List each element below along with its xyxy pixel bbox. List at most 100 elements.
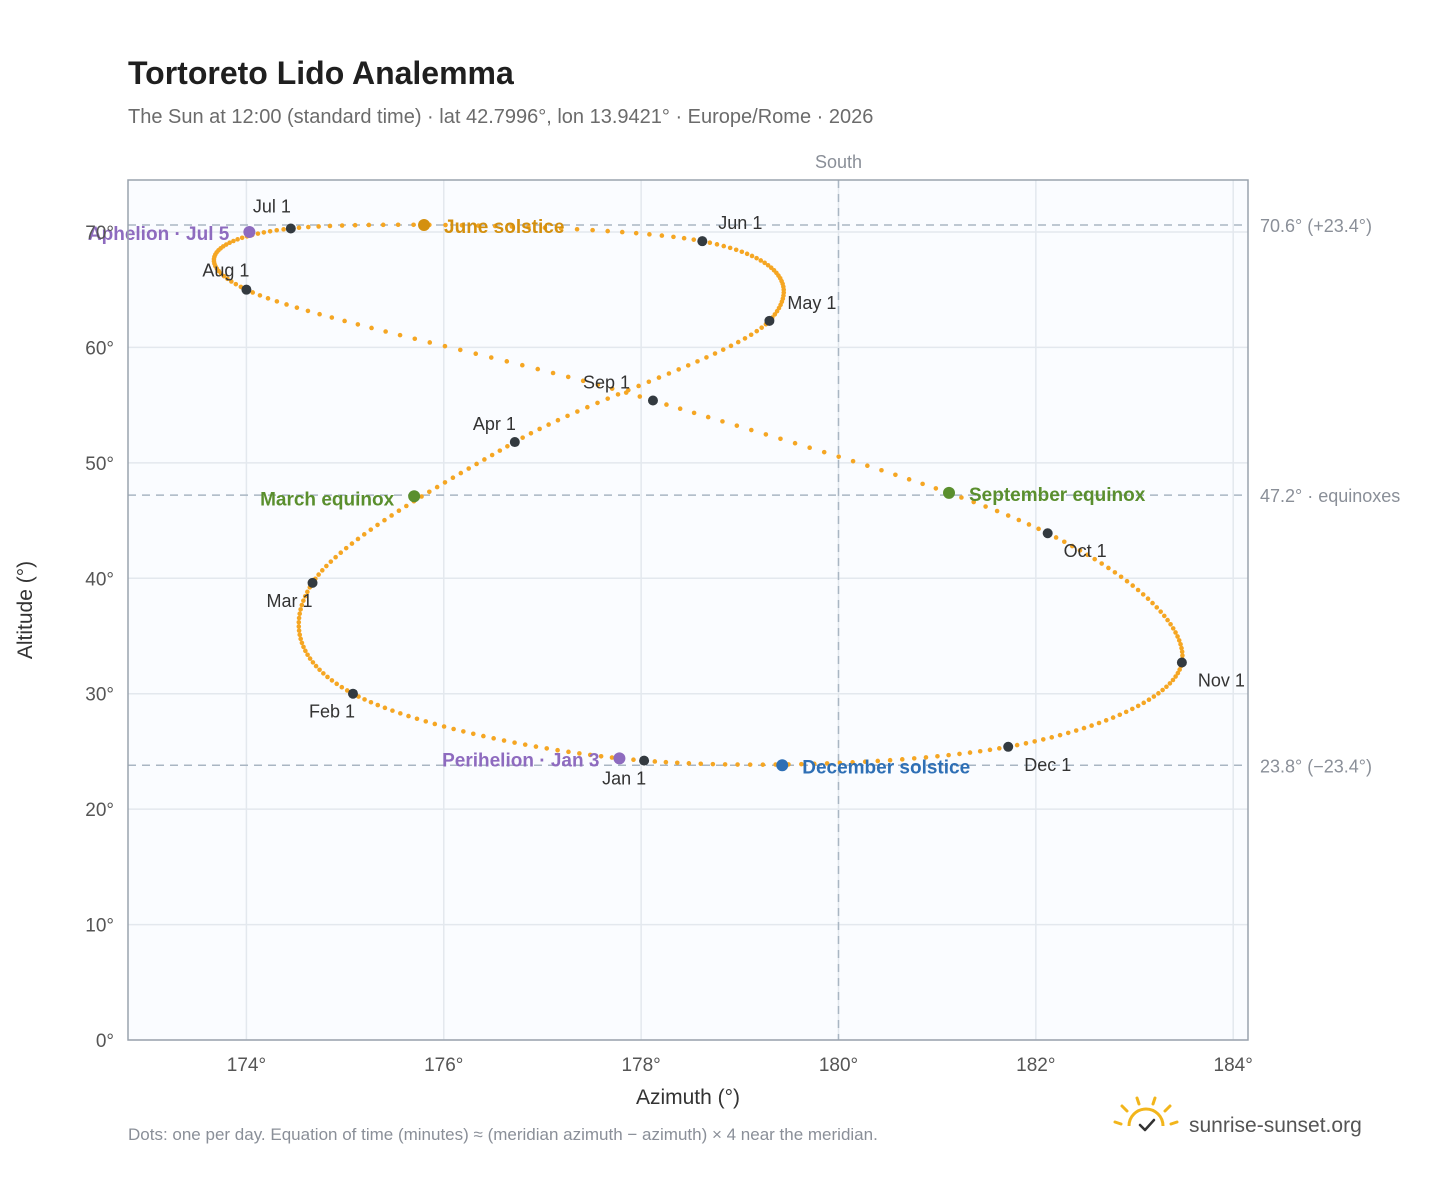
daily-sun-dot	[595, 382, 601, 388]
daily-sun-dot	[396, 508, 402, 514]
daily-sun-dot	[555, 747, 560, 753]
daily-sun-dot	[677, 406, 683, 412]
daily-sun-dot	[1173, 674, 1178, 679]
daily-sun-dot	[1180, 653, 1185, 658]
daily-sun-dot	[306, 224, 311, 230]
daily-sun-dot	[666, 371, 672, 376]
daily-sun-dot	[735, 762, 740, 767]
daily-sun-dot	[299, 640, 305, 646]
month-marker-label: May 1	[787, 293, 836, 313]
daily-sun-dot	[239, 235, 245, 241]
daily-sun-dot	[233, 281, 239, 287]
daily-sun-dot	[957, 751, 962, 757]
daily-sun-dot	[461, 729, 466, 734]
daily-sun-dot	[714, 242, 720, 247]
daily-sun-dot	[296, 619, 302, 625]
daily-sun-dot	[307, 656, 313, 661]
daily-sun-dot	[977, 748, 983, 754]
daily-sun-dot	[1110, 715, 1116, 720]
event-label: March equinox	[260, 489, 395, 510]
daily-sun-dot	[1092, 556, 1098, 562]
daily-sun-dot	[728, 343, 734, 349]
daily-sun-dot	[1036, 526, 1041, 532]
daily-sun-dot	[491, 736, 496, 741]
month-marker	[1003, 741, 1014, 752]
daily-sun-dot	[836, 454, 841, 459]
daily-sun-dot	[317, 667, 322, 673]
daily-sun-dot	[442, 480, 448, 485]
daily-sun-dot	[605, 396, 611, 401]
daily-sun-dot	[636, 383, 641, 389]
event-marker	[418, 219, 431, 232]
daily-sun-dot	[255, 231, 261, 236]
daily-sun-dot	[305, 652, 310, 658]
daily-sun-dot	[533, 744, 539, 749]
y-tick-label: 20°	[85, 800, 114, 821]
daily-sun-dot	[227, 240, 232, 246]
daily-sun-dot	[342, 318, 347, 324]
daily-sun-dot	[305, 589, 310, 595]
daily-sun-dot	[390, 708, 395, 713]
month-marker	[347, 688, 358, 699]
daily-sun-dot	[489, 452, 495, 458]
daily-sun-dot	[744, 251, 750, 257]
daily-sun-dot	[395, 222, 401, 228]
daily-sun-dot	[739, 249, 745, 255]
daily-sun-dot	[1099, 561, 1104, 566]
daily-sun-dot	[1026, 522, 1032, 527]
daily-sun-dot	[619, 229, 625, 235]
daily-sun-dot	[762, 260, 767, 266]
daily-sun-dot	[522, 742, 528, 747]
daily-sun-dot	[656, 375, 662, 380]
daily-sun-dot	[1179, 649, 1185, 655]
daily-sun-dot	[298, 607, 303, 612]
reference-line-label: 47.2° · equinoxes	[1260, 486, 1400, 506]
daily-sun-dot	[231, 238, 236, 244]
daily-sun-dot	[811, 761, 817, 767]
daily-sun-dot	[1130, 706, 1135, 712]
daily-sun-dot	[575, 409, 580, 414]
daily-sun-dot	[707, 240, 713, 246]
daily-sun-dot	[397, 332, 403, 338]
daily-sun-dot	[759, 325, 764, 330]
daily-sun-dot	[566, 749, 571, 755]
daily-sun-dot	[1065, 730, 1071, 736]
daily-sun-dot	[705, 414, 711, 420]
x-tick-label: 182°	[1016, 1055, 1055, 1076]
daily-sun-dot	[368, 699, 374, 705]
plot-area	[128, 180, 1248, 1040]
daily-sun-dot	[443, 222, 448, 228]
daily-sun-dot	[509, 224, 515, 229]
daily-sun-dot	[837, 760, 843, 766]
daily-sun-dot	[911, 756, 917, 761]
daily-sun-dot	[933, 486, 939, 491]
daily-sun-dot	[1130, 583, 1136, 588]
daily-sun-dot	[333, 554, 338, 560]
daily-sun-dot	[720, 419, 725, 424]
daily-sun-dot	[923, 755, 929, 760]
daily-sun-dot	[380, 222, 386, 228]
daily-sun-dot	[313, 663, 319, 669]
daily-sun-dot	[1081, 725, 1087, 731]
daily-sun-dot	[296, 615, 302, 621]
daily-sun-dot	[297, 611, 303, 617]
daily-sun-dot	[580, 378, 586, 384]
daily-sun-dot	[671, 234, 676, 240]
daily-sun-dot	[1140, 592, 1146, 597]
daily-sun-dot	[1156, 691, 1161, 696]
daily-sun-dot	[676, 367, 681, 372]
daily-sun-dot	[339, 684, 345, 690]
x-tick-label: 176°	[424, 1055, 463, 1076]
daily-sun-dot	[432, 721, 438, 727]
month-markers: Jan 1 Feb 1 Mar 1 Apr 1 May 1 Jun 1 Jul 1 Aug 1…	[202, 196, 1245, 788]
plot-frame	[127, 179, 1249, 1041]
daily-sun-dot	[434, 484, 440, 490]
daily-sun-dot	[310, 660, 316, 665]
daily-sun-dot	[691, 410, 697, 416]
daily-sun-dot	[301, 598, 306, 603]
daily-sun-dot	[935, 753, 940, 759]
daily-sun-dot	[1032, 739, 1037, 744]
daily-sun-dot	[704, 355, 709, 360]
month-marker	[285, 223, 296, 234]
month-marker	[1176, 657, 1187, 668]
